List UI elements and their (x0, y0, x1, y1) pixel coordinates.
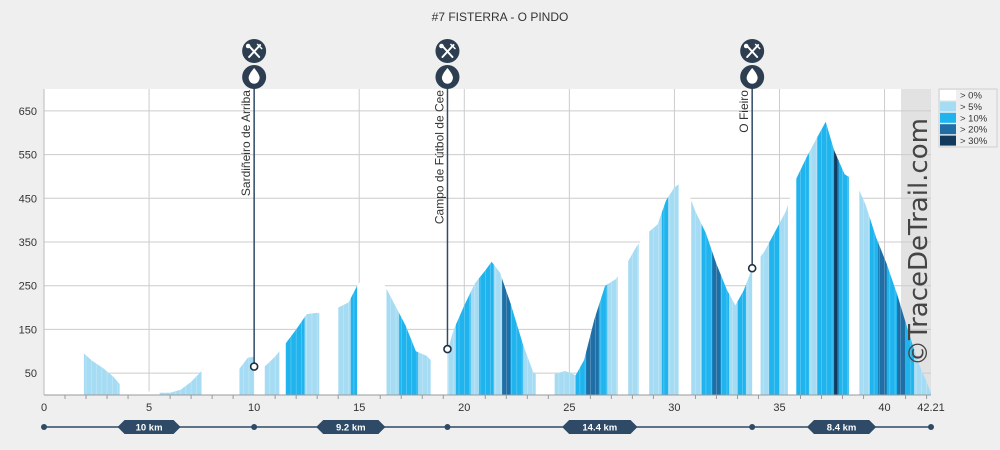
slope-band (668, 121, 680, 395)
legend-label: > 10% (960, 113, 988, 124)
waypoint-label: Sardiñeiro de Arriba (239, 90, 253, 196)
segment-node (41, 424, 47, 430)
legend-swatch (940, 112, 956, 123)
slope-band (760, 121, 770, 395)
slope-band (691, 121, 703, 395)
slope-legend: > 0%> 5%> 10%> 20%> 30% (938, 88, 998, 148)
waypoint: Campo de Fútbol de Cee (432, 39, 460, 354)
chart-title: #7 FISTERRA - O PINDO (432, 10, 569, 24)
water-drop-icon (740, 65, 765, 89)
segment-label: 14.4 km (582, 423, 617, 434)
segment-node (251, 424, 258, 430)
legend-swatch (940, 124, 956, 135)
y-tick-label: 650 (19, 106, 37, 118)
x-tick-label: 20 (458, 402, 470, 414)
slope-band (628, 121, 640, 395)
x-tick-label: 5 (146, 402, 152, 414)
water-drop-icon (242, 65, 267, 89)
slope-band (817, 121, 835, 395)
slope-band (661, 121, 669, 395)
slope-band (859, 121, 871, 395)
legend-swatch (940, 101, 956, 112)
segment-label: 10 km (136, 423, 163, 434)
y-tick-label: 150 (19, 324, 37, 336)
x-tick-label: 30 (668, 402, 680, 414)
water-drop-icon (435, 65, 460, 89)
x-tick-label: 10 (248, 402, 260, 414)
slope-band (848, 121, 860, 395)
x-tick-label: 40 (878, 402, 890, 414)
legend-label: > 0% (960, 91, 982, 102)
slope-band (878, 121, 888, 395)
legend-label: > 5% (960, 102, 982, 113)
legend-label: > 30% (960, 136, 988, 147)
segment-badge (806, 420, 877, 434)
waypoint-marker (747, 263, 757, 273)
waypoints: Sardiñeiro de Arriba Campo de Fútbol de C… (239, 39, 765, 371)
slope-band (638, 121, 650, 395)
waypoint-label: Campo de Fútbol de Cee (432, 90, 446, 224)
segment-badge (117, 420, 181, 434)
x-tick-label: 25 (563, 402, 575, 414)
fork-knife-icon (242, 39, 267, 63)
segment-badge (316, 420, 386, 434)
slope-band (787, 121, 797, 395)
waypoint-label: O Fieiro (737, 90, 751, 133)
x-tick-label: 15 (353, 402, 365, 414)
slope-band (796, 121, 810, 395)
x-tick-label: 35 (773, 402, 785, 414)
y-tick-label: 250 (19, 281, 37, 293)
slope-band (701, 121, 713, 395)
legend-border (938, 88, 998, 148)
segment-badge (562, 420, 638, 434)
slope-band (834, 121, 839, 395)
fork-knife-icon (435, 39, 460, 63)
watermark: ©TraceDeTrail.com (904, 118, 934, 366)
waypoint-marker (249, 362, 259, 371)
x-axis: 0 5 10 15 20 25 30 35 40 42.21 (41, 394, 945, 414)
legend-label: > 20% (960, 125, 988, 136)
segment-node (444, 424, 451, 430)
segment-label: 9.2 km (336, 423, 366, 434)
y-tick-label: 550 (19, 150, 37, 162)
slope-band (869, 121, 879, 395)
y-tick-label: 350 (19, 237, 37, 249)
waypoint: O Fieiro (737, 39, 765, 273)
x-tick-label: 0 (41, 402, 47, 414)
fork-knife-icon (740, 39, 765, 63)
legend-swatch (940, 90, 956, 100)
waypoint: Sardiñeiro de Arriba (239, 39, 267, 371)
segment-distance-bar: 10 km 9.2 km 14.4 km 8.4 km (41, 420, 934, 434)
slope-band (808, 121, 818, 395)
segment-node (928, 424, 934, 430)
y-tick-label: 50 (25, 368, 37, 380)
slope-band (768, 121, 780, 395)
segment-node (749, 424, 756, 430)
y-tick-label: 450 (19, 193, 37, 205)
legend-swatch (940, 135, 956, 146)
y-axis: 50 150 250 350 450 550 650 (19, 89, 45, 395)
waypoint-marker (443, 344, 452, 354)
slope-band (838, 121, 850, 395)
x-tick-label: 42.21 (917, 402, 945, 414)
segment-label: 8.4 km (827, 423, 857, 434)
slope-band (779, 121, 789, 395)
